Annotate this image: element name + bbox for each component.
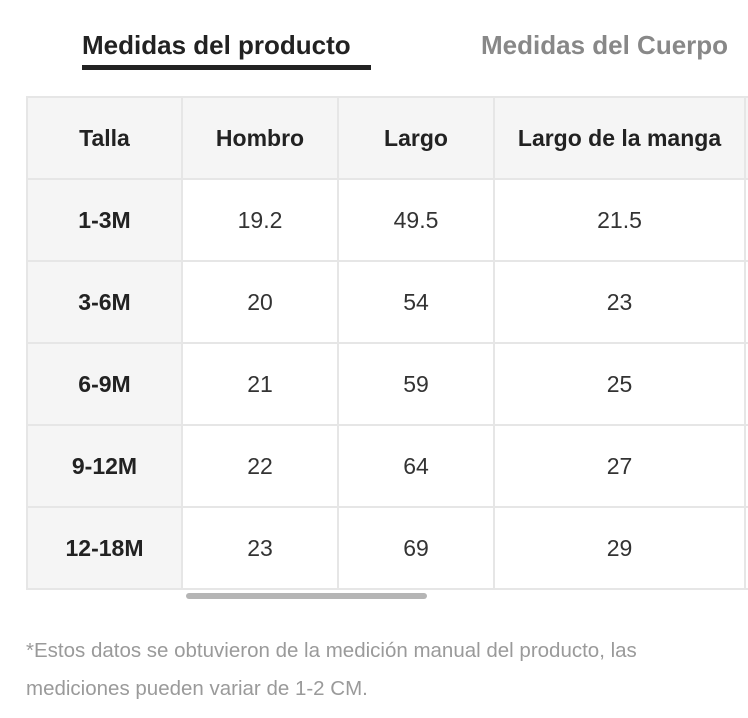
table-cell: 25: [493, 342, 746, 426]
size-cell: 9-12M: [26, 424, 183, 508]
measurement-footnote: *Estos datos se obtuvieron de la medició…: [26, 632, 748, 708]
horizontal-scrollbar[interactable]: [186, 593, 427, 599]
header-talla: Talla: [26, 96, 183, 180]
table-cell: 29: [493, 506, 746, 590]
size-table-scroll-area[interactable]: Talla Hombro Largo Largo de la manga 1-3…: [26, 96, 748, 605]
table-cell: 22: [181, 424, 339, 508]
footnote-line-1: *Estos datos se obtuvieron de la medició…: [26, 639, 637, 662]
table-row: 6-9M 21 59 25: [26, 342, 748, 426]
size-cell: 12-18M: [26, 506, 183, 590]
size-table: Talla Hombro Largo Largo de la manga 1-3…: [26, 96, 748, 590]
table-cell-overflow: [744, 506, 748, 590]
table-row: 9-12M 22 64 27: [26, 424, 748, 508]
size-cell: 1-3M: [26, 178, 183, 262]
table-cell: 21.5: [493, 178, 746, 262]
table-header-row: Talla Hombro Largo Largo de la manga: [26, 96, 748, 180]
table-row: 3-6M 20 54 23: [26, 260, 748, 344]
header-largo: Largo: [337, 96, 495, 180]
footnote-line-2: mediciones pueden variar de 1-2 CM.: [26, 677, 368, 700]
table-cell-overflow: [744, 424, 748, 508]
table-cell: 49.5: [337, 178, 495, 262]
header-largo-manga: Largo de la manga: [493, 96, 746, 180]
table-cell: 27: [493, 424, 746, 508]
table-cell: 59: [337, 342, 495, 426]
table-cell: 54: [337, 260, 495, 344]
size-cell: 6-9M: [26, 342, 183, 426]
tab-product-measurements[interactable]: Medidas del producto: [82, 30, 351, 60]
table-cell: 64: [337, 424, 495, 508]
table-cell-overflow: [744, 260, 748, 344]
header-overflow: [744, 96, 748, 180]
size-cell: 3-6M: [26, 260, 183, 344]
table-cell: 20: [181, 260, 339, 344]
table-cell: 23: [493, 260, 746, 344]
table-cell-overflow: [744, 178, 748, 262]
table-cell: 19.2: [181, 178, 339, 262]
table-row: 12-18M 23 69 29: [26, 506, 748, 590]
tab-body-measurements[interactable]: Medidas del Cuerpo: [481, 30, 729, 60]
table-cell: 21: [181, 342, 339, 426]
table-cell: 23: [181, 506, 339, 590]
active-tab-underline: [82, 65, 371, 70]
table-cell-overflow: [744, 342, 748, 426]
table-row: 1-3M 19.2 49.5 21.5: [26, 178, 748, 262]
table-cell: 69: [337, 506, 495, 590]
header-hombro: Hombro: [181, 96, 339, 180]
